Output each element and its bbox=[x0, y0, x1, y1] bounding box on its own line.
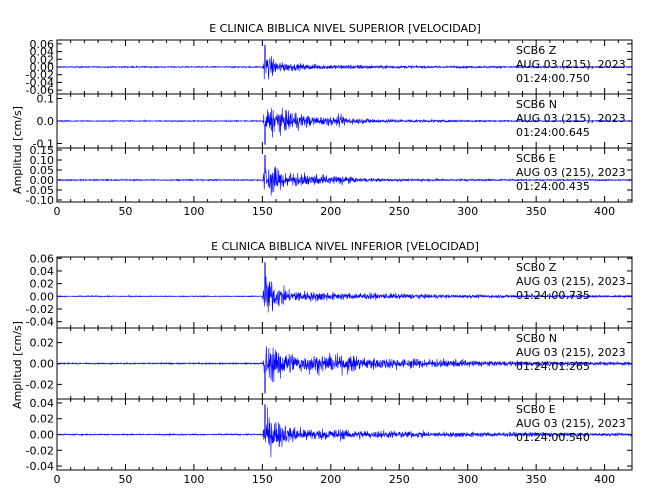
trace-date-label: AUG 03 (215), 2023 bbox=[516, 346, 626, 359]
y-tick-label: 0.04 bbox=[30, 265, 55, 278]
y-tick-label: 0.00 bbox=[30, 174, 55, 187]
y-tick-label: -0.04 bbox=[26, 76, 54, 89]
x-tick-label: 300 bbox=[457, 473, 478, 486]
y-tick-label: -0.04 bbox=[26, 316, 54, 329]
x-tick-label: 50 bbox=[118, 473, 132, 486]
x-tick-label: 100 bbox=[183, 473, 204, 486]
y-tick-label: 0.05 bbox=[30, 164, 55, 177]
waveform-line bbox=[56, 107, 633, 145]
y-tick-label: 0.00 bbox=[30, 358, 55, 371]
y-tick-label: -0.10 bbox=[26, 194, 54, 207]
trace-time-label: 01:24:00.540 bbox=[516, 431, 590, 444]
x-tick-label: 250 bbox=[389, 205, 410, 218]
x-tick-label: 400 bbox=[594, 205, 615, 218]
trace-time-label: 01:24:00.735 bbox=[516, 289, 590, 302]
trace-station-label: SCB6 E bbox=[516, 152, 556, 165]
y-tick-label: 0.02 bbox=[30, 278, 55, 291]
x-tick-label: 350 bbox=[526, 473, 547, 486]
waveform-line bbox=[56, 346, 633, 394]
trace-scb6-z: 0.060.040.020.00-0.02-0.04-0.06 SCB6 ZAUG… bbox=[26, 38, 633, 97]
x-tick-label: 0 bbox=[54, 205, 61, 218]
y-tick-label: -0.1 bbox=[33, 138, 54, 151]
y-tick-label: 0.06 bbox=[30, 38, 55, 51]
trace-time-label: 01:24:01.265 bbox=[516, 360, 590, 373]
trace-station-label: SCB6 Z bbox=[516, 44, 557, 57]
y-tick-label: 0.1 bbox=[37, 93, 55, 106]
trace-time-label: 01:24:00.750 bbox=[516, 72, 590, 85]
y-tick-label: 0.00 bbox=[30, 61, 55, 74]
y-tick-label: -0.05 bbox=[26, 184, 54, 197]
x-tick-label: 300 bbox=[457, 205, 478, 218]
x-tick-label: 150 bbox=[252, 473, 273, 486]
trace-station-label: SCB0 E bbox=[516, 403, 556, 416]
panel-bottom-ylabel: Amplitud [cm/s] bbox=[11, 321, 24, 409]
y-tick-label: -0.02 bbox=[26, 378, 54, 391]
x-tick-label: 400 bbox=[594, 473, 615, 486]
panel-bottom-title: E CLINICA BIBLICA NIVEL INFERIOR [VELOCI… bbox=[211, 240, 479, 253]
y-tick-label: 0.0 bbox=[37, 115, 55, 128]
y-tick-label: -0.02 bbox=[26, 303, 54, 316]
x-tick-label: 200 bbox=[320, 473, 341, 486]
trace-date-label: AUG 03 (215), 2023 bbox=[516, 58, 626, 71]
y-tick-label: 0.04 bbox=[30, 397, 55, 410]
y-tick-label: 0.10 bbox=[30, 154, 55, 167]
x-tick-label: 50 bbox=[118, 205, 132, 218]
y-tick-label: 0.02 bbox=[30, 53, 55, 66]
y-tick-label: 0.02 bbox=[30, 337, 55, 350]
x-tick-label: 150 bbox=[252, 205, 273, 218]
panel-top-title: E CLINICA BIBLICA NIVEL SUPERIOR [VELOCI… bbox=[209, 22, 481, 35]
trace-time-label: 01:24:00.435 bbox=[516, 180, 590, 193]
trace-date-label: AUG 03 (215), 2023 bbox=[516, 166, 626, 179]
waveform-line bbox=[56, 262, 633, 313]
y-tick-label: -0.06 bbox=[26, 84, 54, 97]
waveform-line bbox=[56, 155, 632, 196]
y-tick-label: 0.02 bbox=[30, 413, 55, 426]
trace-date-label: AUG 03 (215), 2023 bbox=[516, 417, 626, 430]
trace-station-label: SCB0 Z bbox=[516, 261, 557, 274]
y-tick-label: 0.04 bbox=[30, 46, 55, 59]
y-tick-label: 0.06 bbox=[30, 252, 55, 265]
x-tick-label: 100 bbox=[183, 205, 204, 218]
panel-top-ylabel: Amplitud [cm/s] bbox=[11, 106, 24, 194]
y-tick-label: 0.00 bbox=[30, 290, 55, 303]
waveform-line bbox=[56, 44, 633, 80]
x-tick-label: 250 bbox=[389, 473, 410, 486]
y-tick-label: 0.00 bbox=[30, 429, 55, 442]
x-tick-label: 200 bbox=[320, 205, 341, 218]
x-tick-label: 350 bbox=[526, 205, 547, 218]
trace-station-label: SCB6 N bbox=[516, 98, 557, 111]
y-tick-label: -0.02 bbox=[26, 444, 54, 457]
trace-station-label: SCB0 N bbox=[516, 332, 557, 345]
trace-date-label: AUG 03 (215), 2023 bbox=[516, 275, 626, 288]
y-tick-label: 0.15 bbox=[30, 144, 55, 157]
trace-time-label: 01:24:00.645 bbox=[516, 126, 590, 139]
x-tick-label: 0 bbox=[54, 473, 61, 486]
y-tick-label: -0.02 bbox=[26, 69, 54, 82]
trace-date-label: AUG 03 (215), 2023 bbox=[516, 112, 626, 125]
y-tick-label: -0.04 bbox=[26, 460, 54, 473]
waveform-line bbox=[56, 404, 633, 458]
